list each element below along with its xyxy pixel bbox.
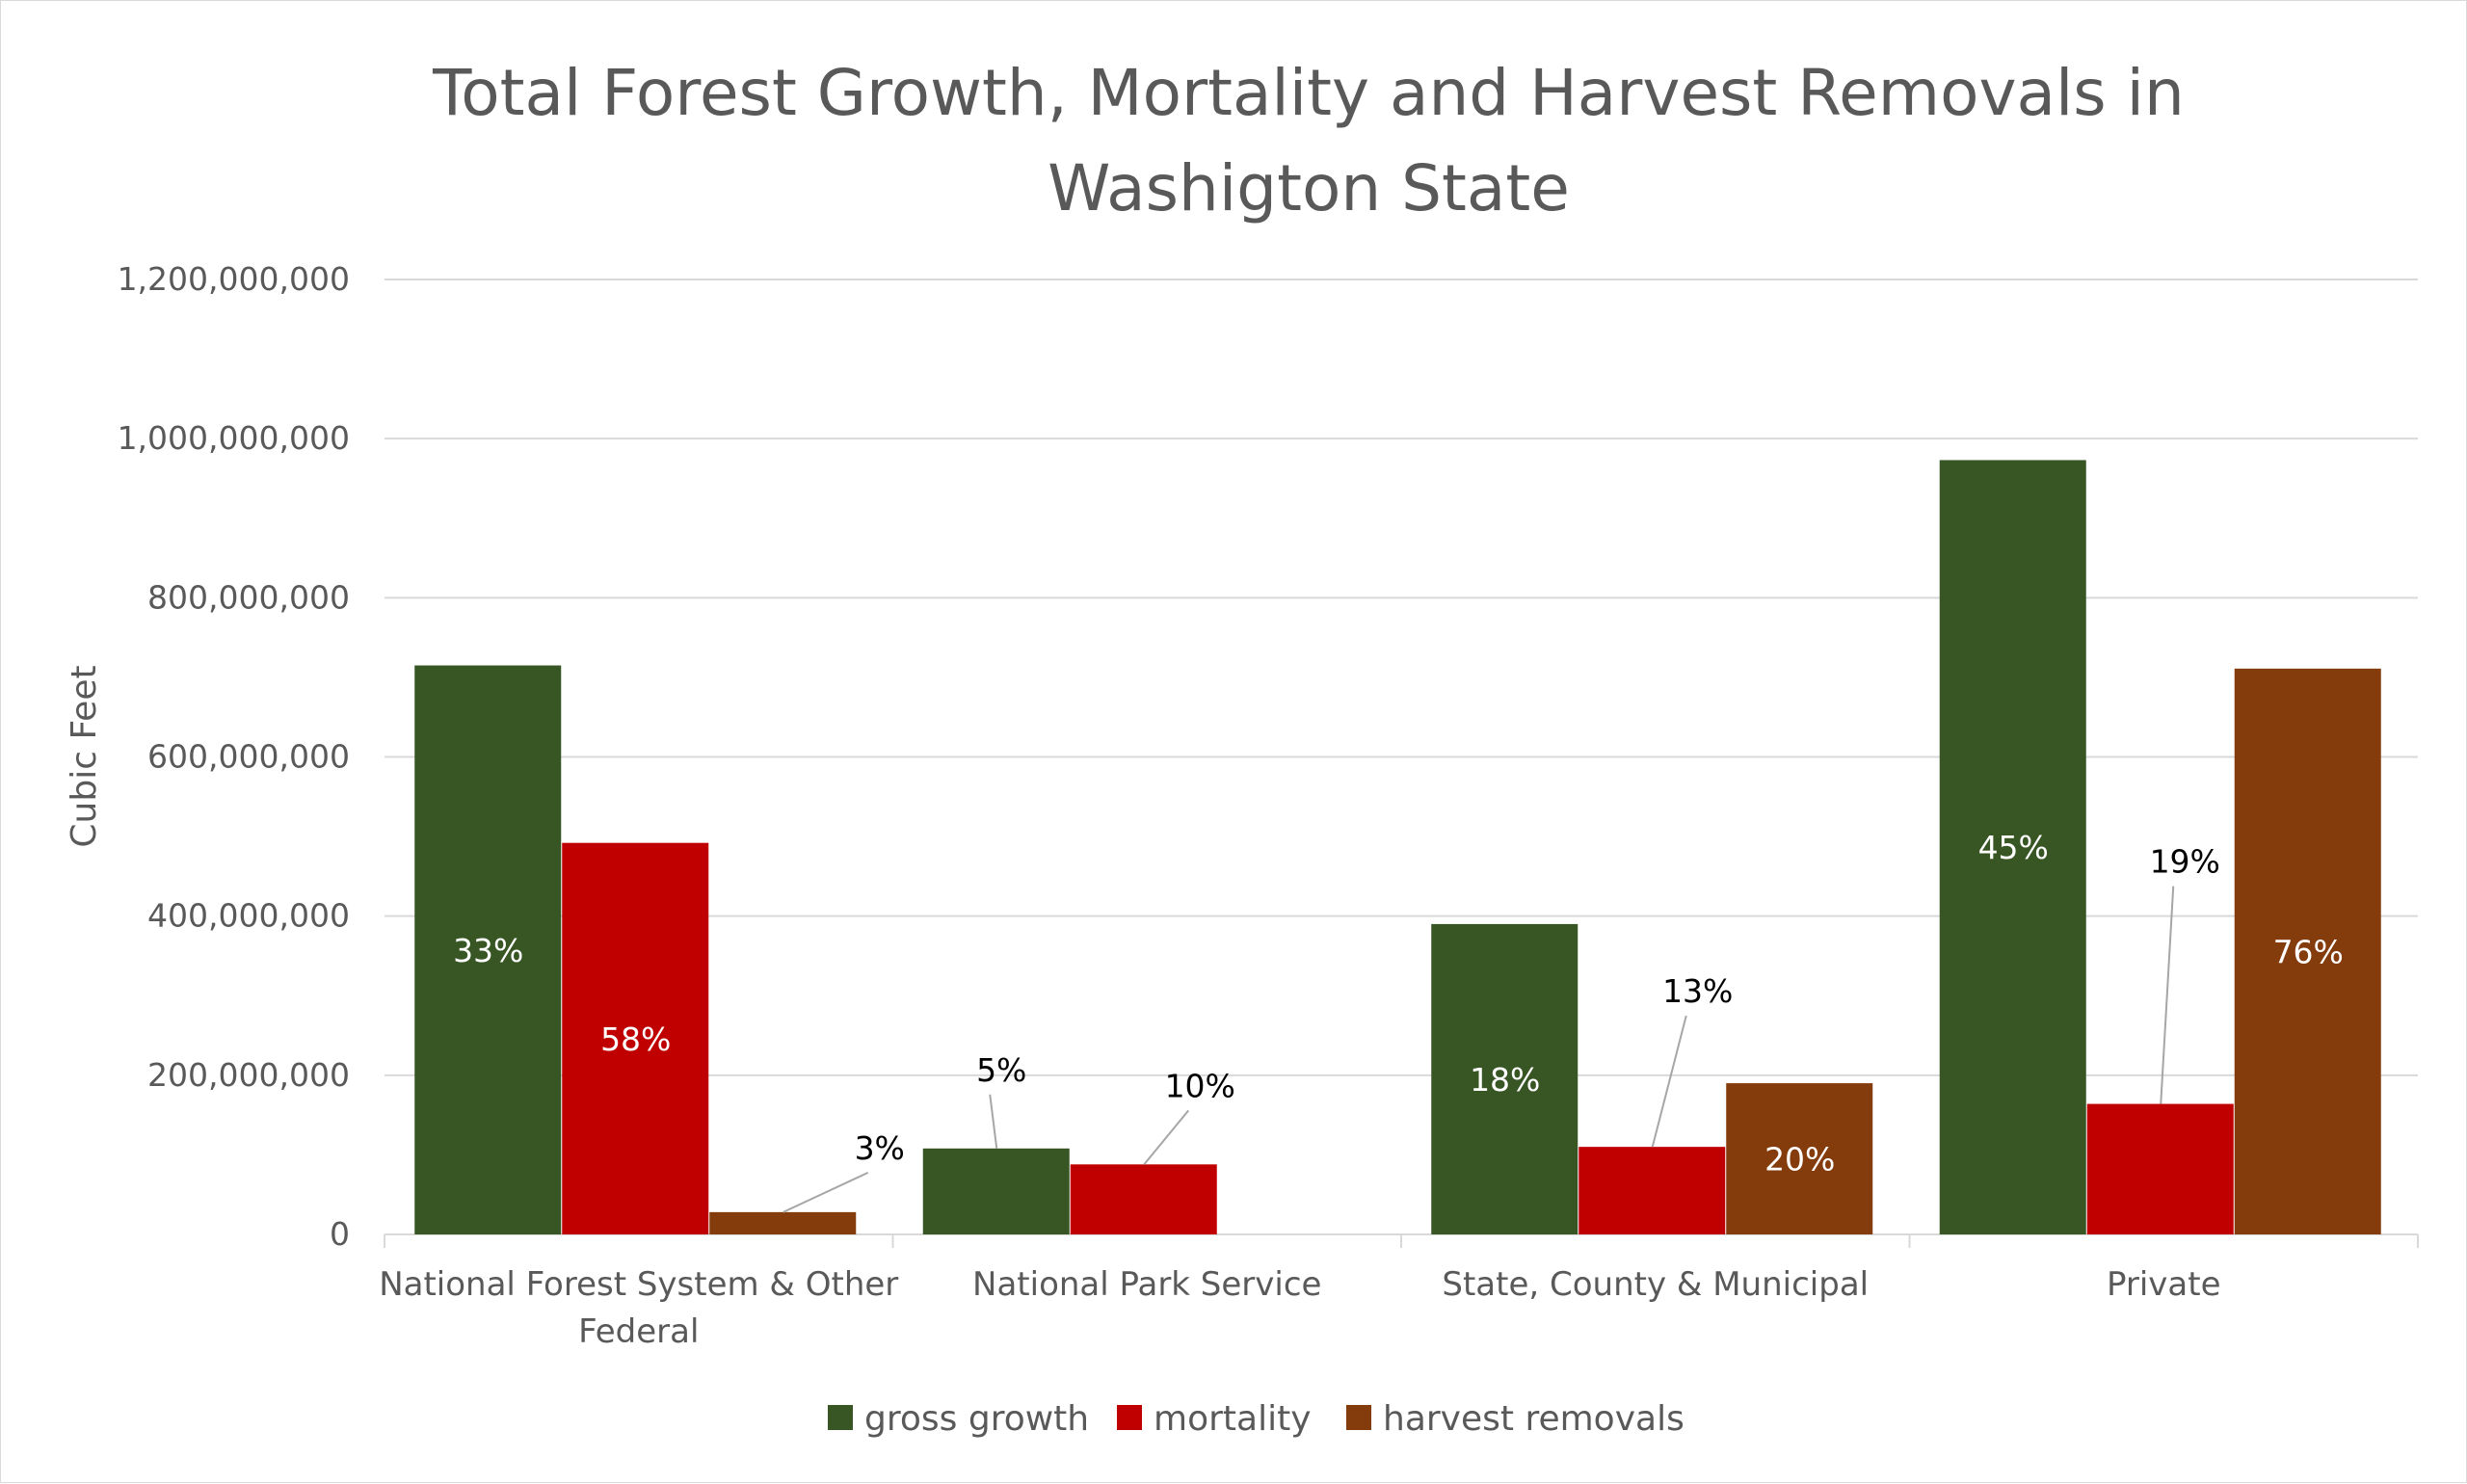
y-tick-label: 600,000,000 [147,738,350,776]
bar-mortality [562,842,709,1234]
bar-harvest-removals [1726,1083,1873,1234]
label-leader-line [783,1171,869,1213]
label-leader-line [2160,886,2175,1104]
label-leader-line [1651,1015,1687,1148]
bar-gross-growth [922,1148,1070,1234]
y-tick-label: 800,000,000 [147,578,350,616]
chart-title: Washigton State [1048,151,1570,225]
y-tick-label: 0 [330,1215,350,1253]
bar-gross-growth [414,665,562,1234]
data-label: 10% [1165,1067,1235,1104]
data-label: 3% [855,1129,905,1167]
data-label: 58% [600,1020,671,1058]
data-label: 76% [2273,933,2344,970]
bar-harvest-removals [2234,668,2381,1234]
legend-swatch [1346,1405,1371,1430]
legend-swatch [828,1405,853,1430]
data-label: 13% [1662,972,1733,1010]
y-tick-label: 1,200,000,000 [118,260,350,298]
data-label: 19% [2150,843,2220,881]
y-tick-label: 200,000,000 [147,1056,350,1094]
label-leader-line [1143,1109,1190,1165]
label-leader-line [989,1094,998,1149]
x-category-label: Federal [578,1312,699,1351]
data-label: 33% [453,932,523,969]
bar-mortality [2086,1103,2234,1234]
data-label: 45% [1978,829,2049,866]
data-label: 20% [1764,1141,1835,1179]
bar-harvest-removals [709,1211,857,1234]
y-axis-title: Cubic Feet [65,665,104,847]
x-category-label: National Forest System & Other [379,1265,898,1304]
legend-swatch [1117,1405,1142,1430]
legend-label: mortality [1154,1399,1312,1439]
bar-mortality [1070,1164,1217,1234]
data-label: 18% [1470,1061,1540,1099]
bar-gross-growth [1939,460,2086,1234]
legend-label: harvest removals [1383,1399,1684,1439]
x-category-label: Private [2107,1265,2221,1304]
y-tick-label: 400,000,000 [147,897,350,935]
y-tick-label: 1,000,000,000 [118,419,350,457]
bar-gross-growth [1431,923,1578,1234]
data-label: 5% [976,1051,1026,1089]
chart-title: Total Forest Growth, Mortality and Harve… [432,56,2185,130]
x-category-label: National Park Service [972,1265,1321,1304]
x-category-label: State, County & Municipal [1442,1265,1869,1304]
legend-label: gross growth [864,1399,1089,1439]
bar-mortality [1578,1147,1726,1234]
